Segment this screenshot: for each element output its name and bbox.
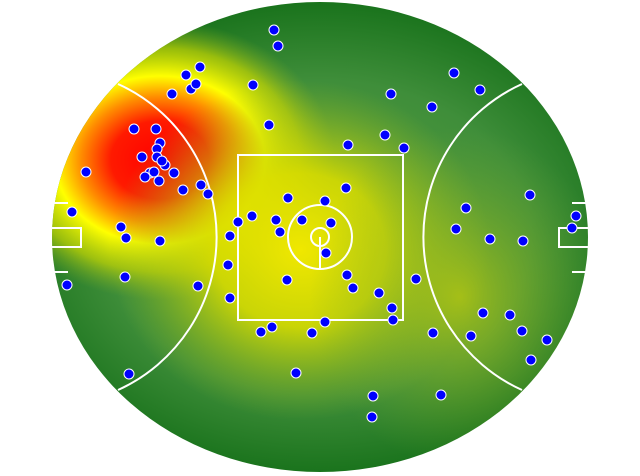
data-point	[460, 202, 472, 214]
data-point	[166, 88, 178, 100]
data-point	[386, 302, 398, 314]
data-point	[263, 119, 275, 131]
left-arc	[117, 83, 218, 391]
data-point	[566, 222, 578, 234]
data-point	[268, 24, 280, 36]
scatter-points	[61, 24, 582, 423]
data-point	[342, 139, 354, 151]
data-point	[128, 123, 140, 135]
data-point	[319, 195, 331, 207]
data-point	[435, 389, 447, 401]
right-arc	[422, 83, 523, 391]
data-point	[347, 282, 359, 294]
data-point	[373, 287, 385, 299]
data-point	[80, 166, 92, 178]
data-point	[61, 279, 73, 291]
data-point	[385, 88, 397, 100]
data-point	[247, 79, 259, 91]
data-point	[180, 69, 192, 81]
data-point	[153, 175, 165, 187]
data-point	[222, 259, 234, 271]
data-point	[379, 129, 391, 141]
data-point	[341, 269, 353, 281]
data-point	[282, 192, 294, 204]
data-point	[474, 84, 486, 96]
data-point	[320, 247, 332, 259]
data-point	[115, 221, 127, 233]
data-point	[541, 334, 553, 346]
data-point	[319, 316, 331, 328]
data-point	[296, 214, 308, 226]
data-point	[427, 327, 439, 339]
data-point	[272, 40, 284, 52]
data-point	[477, 307, 489, 319]
data-point	[139, 171, 151, 183]
left-goal-square	[52, 227, 82, 248]
data-point	[255, 326, 267, 338]
data-point	[150, 123, 162, 135]
data-point	[177, 184, 189, 196]
data-point	[281, 274, 293, 286]
data-point	[525, 354, 537, 366]
data-point	[224, 230, 236, 242]
data-point	[366, 411, 378, 423]
field-markings	[52, 83, 588, 391]
data-point	[398, 142, 410, 154]
data-point	[274, 226, 286, 238]
data-point	[136, 151, 148, 163]
data-point	[120, 232, 132, 244]
data-point	[448, 67, 460, 79]
data-point	[168, 167, 180, 179]
data-point	[367, 390, 379, 402]
data-point	[232, 216, 244, 228]
data-point	[194, 61, 206, 73]
data-point	[190, 78, 202, 90]
data-point	[387, 314, 399, 326]
data-point	[410, 273, 422, 285]
data-point	[516, 325, 528, 337]
data-point	[270, 214, 282, 226]
data-point	[123, 368, 135, 380]
data-point	[465, 330, 477, 342]
data-point	[195, 179, 207, 191]
data-point	[224, 292, 236, 304]
data-point	[325, 217, 337, 229]
data-point	[306, 327, 318, 339]
data-point	[156, 155, 168, 167]
data-point	[202, 188, 214, 200]
data-point	[154, 235, 166, 247]
data-point	[340, 182, 352, 194]
data-point	[119, 271, 131, 283]
data-point	[570, 210, 582, 222]
data-point	[246, 210, 258, 222]
heat-hotspot	[310, 127, 588, 467]
data-point	[484, 233, 496, 245]
data-point	[504, 309, 516, 321]
data-point	[426, 101, 438, 113]
data-point	[266, 321, 278, 333]
data-point	[517, 235, 529, 247]
data-point	[290, 367, 302, 379]
data-point	[450, 223, 462, 235]
data-point	[66, 206, 78, 218]
data-point	[192, 280, 204, 292]
data-point	[148, 166, 160, 178]
data-point	[524, 189, 536, 201]
